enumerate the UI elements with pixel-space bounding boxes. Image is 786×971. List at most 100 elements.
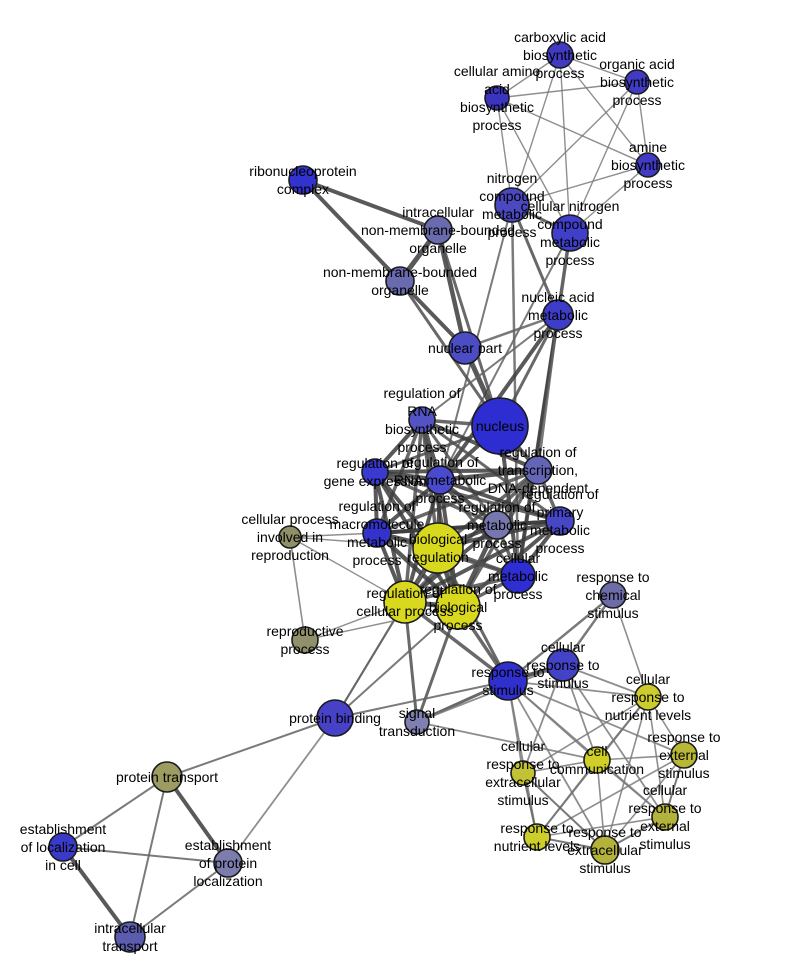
edge-reg-rna-met--reg-primary-met	[438, 478, 562, 523]
node-reg-primary-met[interactable]	[545, 506, 575, 536]
node-cell-met[interactable]	[500, 558, 536, 594]
edge-reg-transcription--reg-rna-met	[437, 467, 541, 483]
edge-resp-chemical--cell-resp-nutrient	[612, 594, 649, 698]
edge-rnp-complex--nmb-organelle	[301, 178, 402, 283]
edge-reg-bio-proc--protein-binding	[334, 606, 459, 719]
node-protein-binding[interactable]	[316, 699, 354, 737]
edge-resp-external--resp-extracellular	[604, 754, 685, 851]
edge-reg-rna-bio--reg-cell-proc	[403, 418, 424, 604]
edge-nucleic-acid-met--reg-rna-bio	[421, 314, 559, 421]
edge-reg-primary-met--reg-macro-met	[375, 519, 562, 535]
node-reg-gene-exp[interactable]	[361, 458, 389, 486]
node-resp-stimulus[interactable]	[488, 661, 528, 701]
edge-cell-resp-external--resp-nutrient	[536, 816, 666, 838]
edge-layer	[61, 54, 685, 939]
node-est-protein-loc[interactable]	[213, 848, 243, 878]
node-organic-bio[interactable]	[624, 69, 650, 95]
node-cell-resp-extracellular[interactable]	[510, 760, 536, 786]
node-cell-proc-repro[interactable]	[278, 525, 302, 549]
node-nuclear-part[interactable]	[448, 331, 482, 365]
node-reg-rna-met[interactable]	[425, 465, 455, 495]
node-layer	[48, 41, 698, 953]
edge-est-loc-cell--intra-transport	[61, 845, 132, 939]
node-signal-transduction[interactable]	[404, 709, 430, 735]
node-intra-nmb-organelle[interactable]	[423, 215, 453, 245]
edge-protein-binding--protein-transport	[166, 717, 336, 778]
edge-intra-nmb-organelle--nuclear-part	[435, 227, 468, 351]
node-resp-extracellular[interactable]	[590, 835, 620, 865]
edge-resp-stimulus--cell-resp-nutrient	[507, 680, 649, 698]
node-protein-transport[interactable]	[151, 761, 183, 793]
edge-amino-bio--cell-nitrogen-met	[496, 97, 571, 234]
edge-protein-transport--est-loc-cell	[62, 776, 168, 848]
edge-cell-resp-extracellular--resp-extracellular	[522, 772, 606, 851]
node-resp-chemical[interactable]	[599, 581, 627, 609]
edge-est-protein-loc--intra-transport	[129, 862, 229, 938]
edge-reg-cell-proc--cell-proc-repro	[289, 536, 406, 603]
edge-reg-bio-proc--repro-proc	[304, 606, 459, 641]
edge-carbox-bio--cell-nitrogen-met	[559, 54, 571, 234]
edge-resp-chemical--resp-stimulus	[506, 593, 615, 683]
edge-protein-transport--intra-transport	[129, 776, 168, 938]
edge-nitrogen-met--cell-met	[510, 203, 520, 578]
node-repro-proc[interactable]	[291, 626, 319, 654]
node-cell-nitrogen-met[interactable]	[551, 214, 589, 252]
node-nucleic-acid-met[interactable]	[542, 299, 574, 331]
edge-nitrogen-met--nucleic-acid-met	[510, 203, 560, 317]
edge-signal-transduction--cell-communication	[416, 721, 598, 761]
edge-cell-communication--resp-nutrient	[536, 759, 598, 838]
edge-resp-stimulus--resp-extracellular	[507, 680, 606, 851]
node-intra-transport[interactable]	[114, 921, 146, 953]
node-rnp-complex[interactable]	[288, 165, 318, 195]
edge-organic-bio--amine-bio	[636, 81, 649, 166]
edge-reg-transcription--reg-gene-exp	[373, 468, 540, 474]
edge-amino-bio--nitrogen-met	[496, 97, 513, 206]
edge-cell-resp-stimulus--cell-communication	[562, 664, 598, 761]
node-reg-bio-proc[interactable]	[435, 584, 481, 630]
node-resp-nutrient[interactable]	[523, 823, 551, 851]
edge-amino-bio--amine-bio	[496, 97, 649, 166]
edge-cell-communication--resp-extracellular	[596, 759, 606, 851]
node-nucleus[interactable]	[471, 397, 529, 455]
node-amino-bio[interactable]	[484, 85, 510, 111]
edge-organic-bio--nitrogen-met	[511, 81, 638, 206]
node-reg-cell-proc[interactable]	[383, 580, 427, 624]
node-cell-communication[interactable]	[583, 746, 611, 774]
edge-intra-nmb-organelle--nucleus	[436, 228, 502, 428]
node-amine-bio[interactable]	[635, 152, 661, 178]
node-cell-resp-nutrient[interactable]	[634, 683, 662, 711]
node-nitrogen-met[interactable]	[494, 187, 530, 223]
edge-cell-communication--resp-external	[596, 754, 685, 761]
node-carbox-bio[interactable]	[546, 41, 574, 69]
edge-cell-resp-stimulus--signal-transduction	[416, 664, 564, 723]
edge-cell-resp-nutrient--cell-resp-extracellular	[522, 696, 649, 774]
node-est-loc-cell[interactable]	[48, 832, 78, 862]
edge-cell-communication--cell-resp-external	[596, 759, 666, 818]
node-reg-macro-met[interactable]	[362, 518, 392, 548]
edge-organic-bio--amino-bio	[496, 81, 638, 99]
edge-amine-bio--nitrogen-met	[511, 164, 649, 206]
node-reg-transcription[interactable]	[523, 455, 553, 485]
edge-carbox-bio--amine-bio	[559, 54, 649, 166]
node-nmb-organelle[interactable]	[385, 266, 415, 296]
edge-reg-primary-met--reg-cell-proc	[403, 519, 562, 604]
edge-cell-resp-stimulus--cell-resp-extracellular	[522, 664, 564, 774]
node-reg-met[interactable]	[482, 510, 512, 540]
node-bio-regulation[interactable]	[412, 522, 464, 574]
edge-reg-gene-exp--reg-primary-met	[373, 470, 562, 523]
edge-protein-transport--est-protein-loc	[165, 775, 230, 865]
edge-cell-proc-repro--repro-proc	[289, 536, 306, 641]
edge-est-loc-cell--est-protein-loc	[62, 846, 229, 864]
edge-protein-binding--est-protein-loc	[227, 717, 336, 864]
node-resp-external[interactable]	[670, 741, 698, 769]
node-reg-rna-bio[interactable]	[408, 406, 436, 434]
edge-organic-bio--cell-nitrogen-met	[569, 81, 638, 234]
edge-nucleic-acid-met--reg-transcription	[536, 313, 560, 472]
edge-rnp-complex--intra-nmb-organelle	[301, 178, 440, 232]
label-layer: carboxylic acid biosynthetic processorgani…	[20, 29, 721, 954]
node-cell-resp-stimulus[interactable]	[546, 648, 580, 682]
node-cell-resp-external[interactable]	[651, 803, 679, 831]
edge-resp-external--resp-nutrient	[536, 754, 685, 838]
